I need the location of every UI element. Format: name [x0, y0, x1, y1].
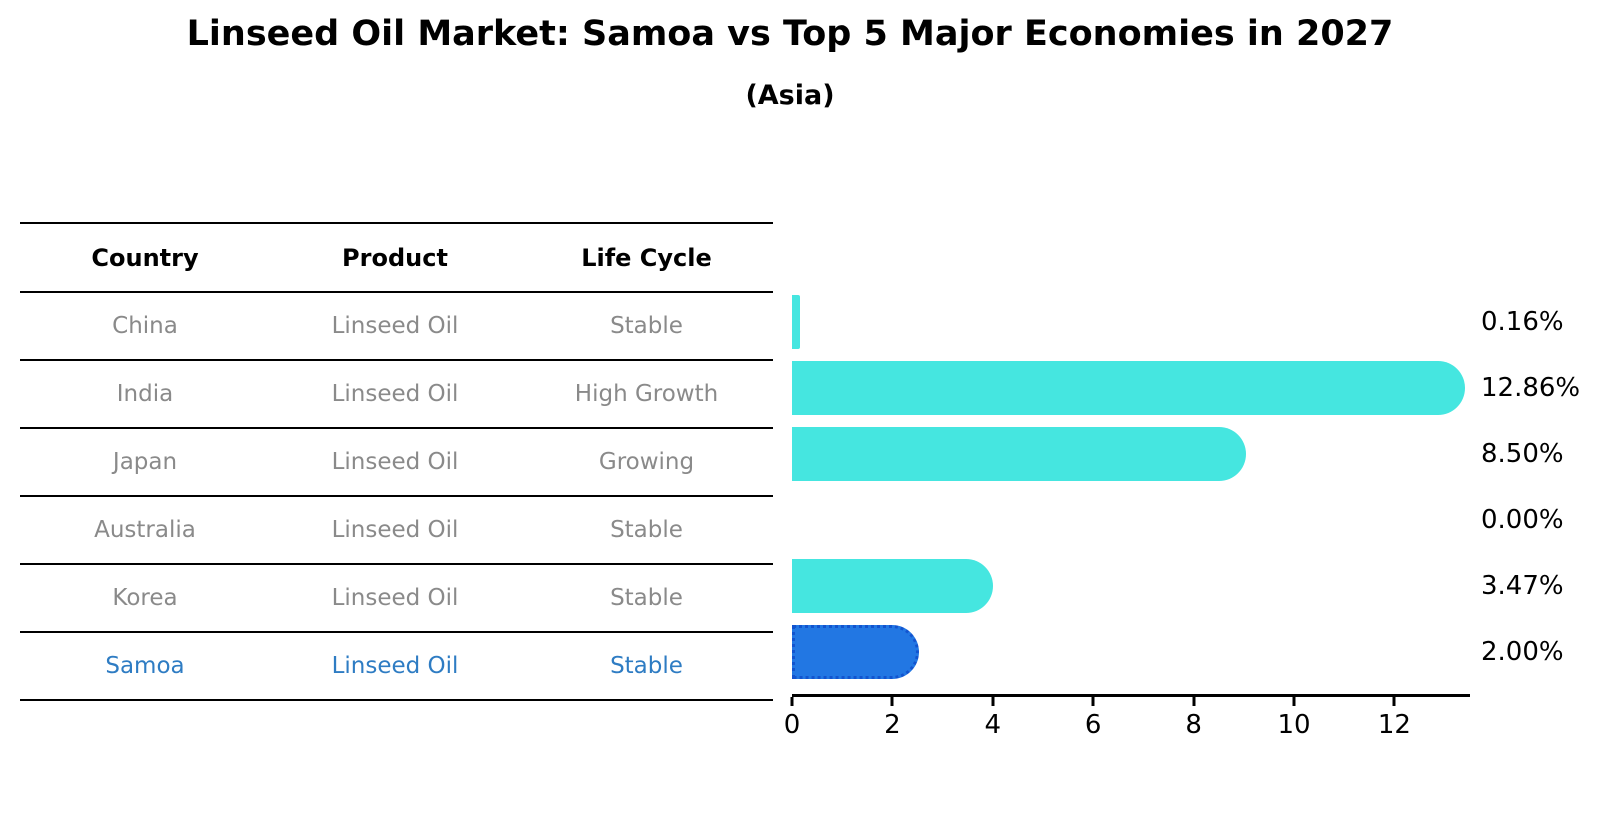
bar-samoa — [792, 625, 920, 679]
value-label-china: 0.16% — [1481, 307, 1564, 337]
x-axis-tick-6 — [1091, 697, 1095, 706]
value-label-india: 12.86% — [1481, 373, 1581, 403]
cell-country: China — [112, 313, 178, 339]
cell-product: Linseed Oil — [331, 381, 459, 407]
value-label-samoa: 2.00% — [1481, 637, 1564, 667]
column-header-country: Country — [91, 243, 199, 272]
x-axis-tick-8 — [1192, 697, 1196, 706]
cell-country: Australia — [94, 517, 196, 543]
cell-country: Japan — [112, 449, 178, 475]
bar-korea — [792, 559, 994, 613]
cell-product: Linseed Oil — [331, 517, 459, 543]
table-row-australia: Australia Linseed Oil Stable — [20, 497, 773, 565]
cell-country: India — [116, 381, 174, 407]
country-table: Country Product Life Cycle China Linseed… — [20, 222, 773, 701]
bar-china — [792, 295, 801, 349]
value-label-japan: 8.50% — [1481, 439, 1564, 469]
x-axis-tick-0 — [790, 697, 794, 706]
cell-product: Linseed Oil — [331, 653, 459, 679]
cell-life-cycle: Stable — [610, 517, 683, 543]
cell-product: Linseed Oil — [331, 449, 459, 475]
x-axis-tick-4 — [991, 697, 995, 706]
table-row-korea: Korea Linseed Oil Stable — [20, 565, 773, 633]
cell-life-cycle: Stable — [610, 313, 683, 339]
x-axis-line — [792, 694, 1470, 697]
value-label-korea: 3.47% — [1481, 571, 1564, 601]
table-row-india: India Linseed Oil High Growth — [20, 361, 773, 429]
x-axis-tick-10 — [1292, 697, 1296, 706]
cell-country: Samoa — [105, 653, 185, 679]
column-header-life-cycle: Life Cycle — [581, 243, 712, 272]
cell-life-cycle: Growing — [598, 449, 695, 475]
x-axis-tick-label-12: 12 — [1377, 710, 1411, 740]
x-axis-tick-2 — [890, 697, 894, 706]
cell-life-cycle: Stable — [610, 585, 683, 611]
bar-india — [792, 361, 1465, 415]
chart-subtitle: (Asia) — [745, 80, 835, 111]
table-row-japan: Japan Linseed Oil Growing — [20, 429, 773, 497]
cell-product: Linseed Oil — [331, 585, 459, 611]
table-row-samoa: Samoa Linseed Oil Stable — [20, 633, 773, 701]
chart-title: Linseed Oil Market: Samoa vs Top 5 Major… — [186, 14, 1394, 54]
bar-japan — [792, 427, 1246, 481]
x-axis-tick-label-8: 8 — [1185, 710, 1202, 740]
x-axis-tick-label-2: 2 — [884, 710, 901, 740]
cell-country: Korea — [112, 585, 178, 611]
column-header-product: Product — [342, 243, 448, 272]
cell-product: Linseed Oil — [331, 313, 459, 339]
x-axis-tick-label-4: 4 — [984, 710, 1002, 740]
table-row-china: China Linseed Oil Stable — [20, 293, 773, 361]
x-axis-tick-label-0: 0 — [783, 710, 801, 740]
x-axis-tick-label-6: 6 — [1084, 710, 1102, 740]
value-label-australia: 0.00% — [1481, 505, 1564, 535]
table-header-row: Country Product Life Cycle — [20, 222, 773, 293]
cell-life-cycle: Stable — [610, 653, 683, 679]
cell-life-cycle: High Growth — [574, 381, 719, 407]
x-axis-tick-12 — [1392, 697, 1396, 706]
x-axis-tick-label-10: 10 — [1277, 710, 1311, 740]
